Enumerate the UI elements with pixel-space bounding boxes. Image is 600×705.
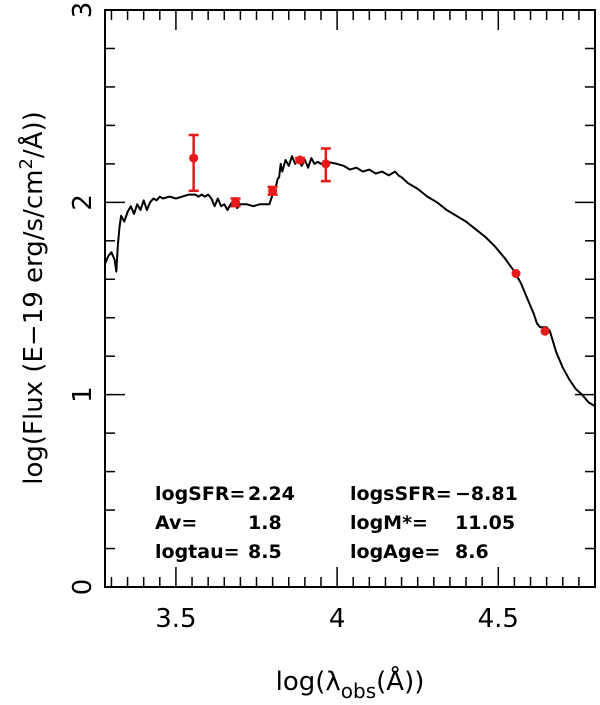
annotation-label: logtau= [155,541,240,563]
x-tick-label: 3.5 [155,604,196,634]
x-tick-label: 4 [329,604,346,634]
annotations-group: logSFR= 2.24 Av= 1.8 logtau= 8.5 logsSFR= −8.81… [155,483,518,563]
series-line [104,155,596,408]
annotation-value: 11.05 [455,512,515,534]
y-axis-title: log(Flux (E−19 erg/s/cm2/Å)) [16,111,49,485]
data-point [540,326,550,336]
annotation-label: logAge= [350,541,440,563]
y-tick-label: 3 [68,2,98,19]
data-point [189,153,199,163]
annotation-value: 8.6 [455,541,489,563]
observations-group [188,133,550,336]
annotation-label: logSFR= [155,483,245,505]
y-tick-label: 1 [68,386,98,403]
y-tick-label: 0 [68,579,98,596]
annotation-value: 2.24 [248,483,295,505]
data-point [295,155,305,165]
data-point [511,268,521,278]
annotation-value: 1.8 [248,512,282,534]
annotation-label: logM*= [350,512,428,534]
annotation-label: logsSFR= [350,483,452,505]
x-tick-label: 4.5 [478,604,519,634]
data-point [321,159,331,169]
axis-tick-labels: 3.5 4 4.5 0 1 2 3 [68,2,519,634]
plot-frame [104,9,596,588]
data-point [231,197,241,207]
y-tick-label: 2 [68,194,98,211]
annotation-label: Av= [155,512,197,534]
annotation-value: −8.81 [455,483,518,505]
x-axis-title: log(λobs(Å)) [276,665,425,703]
axis-ticks [105,9,596,588]
series-group [104,155,596,408]
annotation-value: 8.5 [248,541,282,563]
data-point [268,186,278,196]
